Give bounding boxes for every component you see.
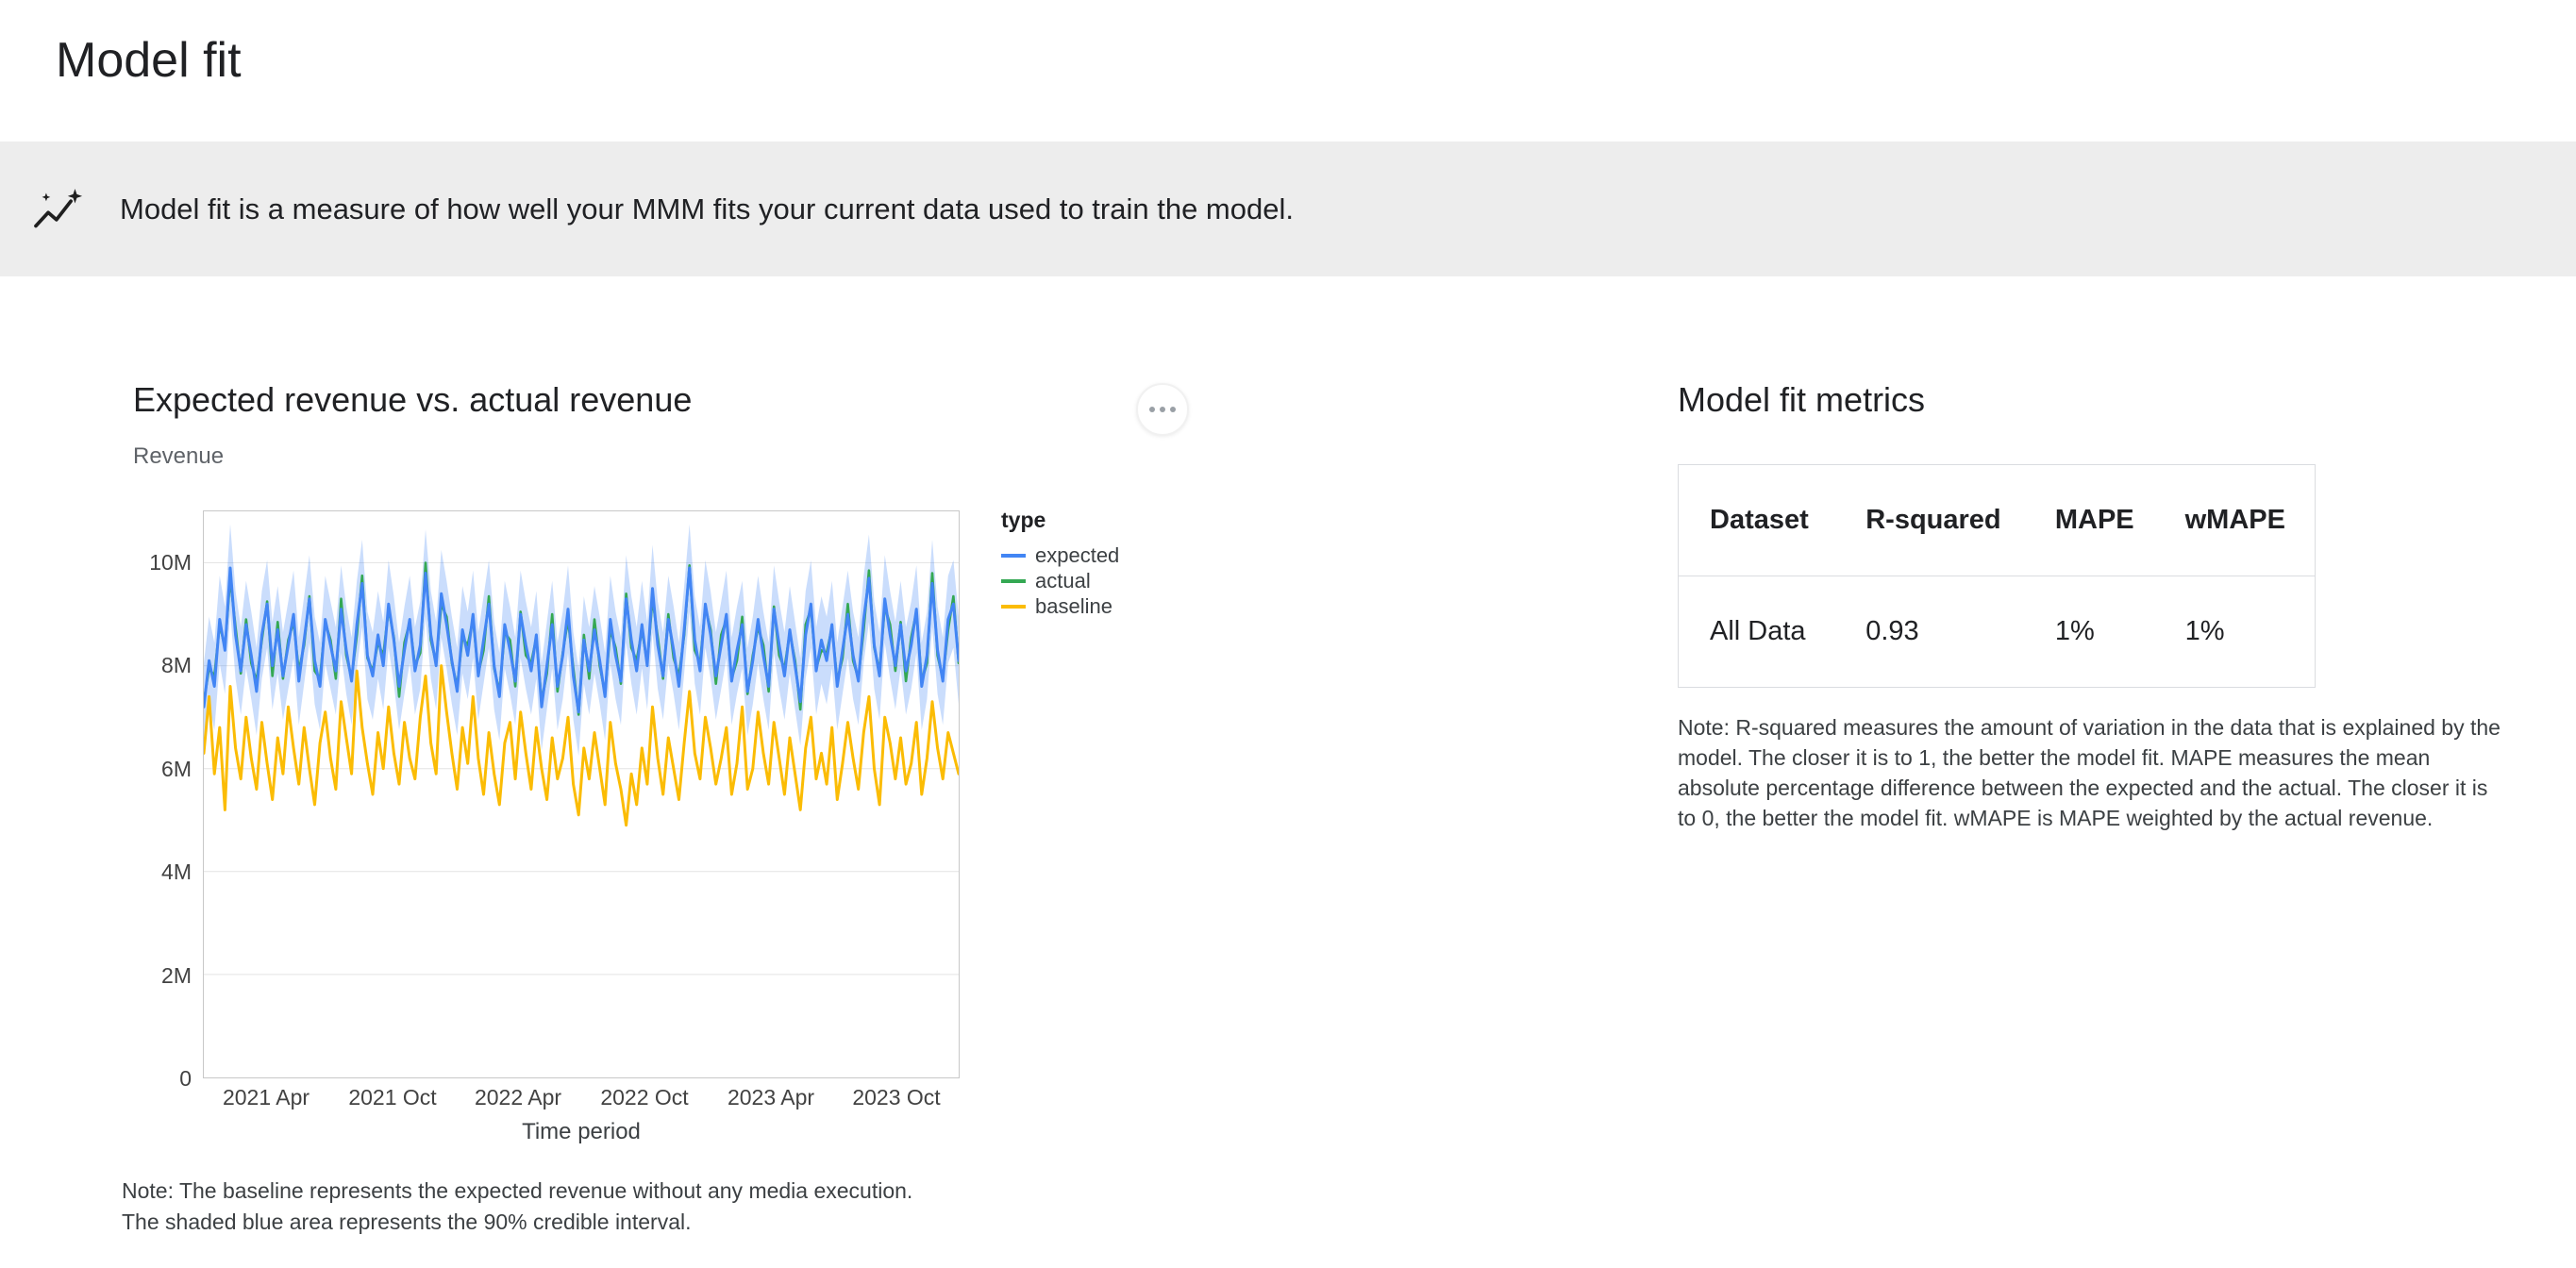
y-axis-labels: 0 2M 4M 6M 8M 10M	[90, 510, 192, 1091]
legend-label: actual	[1035, 568, 1091, 592]
legend-title: type	[1001, 508, 1046, 532]
y-tick-label: 0	[179, 1066, 192, 1091]
cell-r-squared: 0.93	[1865, 616, 1919, 646]
model-fit-metrics-table: Dataset R-squared MAPE wMAPE All Data 0.…	[1678, 464, 2316, 688]
chart-note: Note: The baseline represents the expect…	[122, 1176, 912, 1238]
x-tick-label: 2022 Oct	[600, 1085, 689, 1110]
more-options-dot	[1170, 407, 1176, 412]
cell-dataset: All Data	[1710, 616, 1806, 646]
page-title: Model fit	[56, 33, 242, 88]
legend-swatch	[1001, 553, 1026, 558]
legend-swatch	[1001, 604, 1026, 609]
chart-note-line: Note: The baseline represents the expect…	[122, 1178, 913, 1203]
column-header-mape: MAPE	[2054, 505, 2134, 535]
more-options-button[interactable]	[1136, 383, 1189, 436]
legend-label: expected	[1035, 542, 1120, 567]
cell-wmape: 1%	[2184, 616, 2225, 646]
cell-mape: 1%	[2054, 616, 2095, 646]
y-axis-title: Revenue	[133, 443, 225, 469]
y-tick-label: 8M	[161, 653, 192, 677]
legend-entry-baseline: baseline	[1001, 593, 1119, 619]
expected-line	[204, 566, 959, 714]
y-tick-label: 4M	[161, 859, 192, 884]
column-header-wmape: wMAPE	[2184, 505, 2285, 535]
legend-label: baseline	[1035, 593, 1112, 618]
x-tick-label: 2023 Oct	[852, 1085, 941, 1110]
info-banner: Model fit is a measure of how well your …	[0, 142, 2576, 276]
chart-title: Expected revenue vs. actual revenue	[133, 380, 693, 419]
legend-entry-actual: actual	[1001, 568, 1119, 593]
more-options-dot	[1149, 407, 1155, 412]
x-tick-label: 2023 Apr	[727, 1085, 815, 1110]
column-header-dataset: Dataset	[1710, 505, 1809, 535]
legend-entry-expected: expected	[1001, 542, 1119, 568]
credible-interval-band	[204, 524, 959, 757]
banner-text: Model fit is a measure of how well your …	[120, 192, 1294, 225]
x-axis-labels: 2021 Apr 2021 Oct 2022 Apr 2022 Oct 2023 Apr…	[203, 1085, 960, 1113]
column-header-r-squared: R-squared	[1865, 505, 2001, 535]
y-tick-label: 2M	[161, 963, 192, 988]
more-options-dot	[1160, 407, 1165, 412]
chart-legend-entries: expected actual baseline	[1001, 542, 1119, 619]
revenue-chart-plot	[203, 510, 960, 1078]
insights-icon	[33, 187, 84, 232]
x-tick-label: 2022 Apr	[474, 1085, 562, 1110]
y-tick-label: 10M	[149, 550, 192, 575]
baseline-line	[204, 664, 959, 827]
metrics-title: Model fit metrics	[1678, 380, 1926, 419]
table-header-row: Dataset R-squared MAPE wMAPE	[1678, 465, 2316, 576]
x-tick-label: 2021 Oct	[348, 1085, 437, 1110]
x-tick-label: 2021 Apr	[222, 1085, 310, 1110]
revenue-chart-svg	[204, 524, 959, 976]
chart-legend: type expected actual baseline	[1001, 508, 1119, 619]
x-axis-title: Time period	[522, 1119, 641, 1144]
chart-note-line: The shaded blue area represents the 90% …	[122, 1210, 692, 1234]
page-header: Model fit	[0, 0, 2576, 142]
metrics-note: Note: R-squared measures the amount of v…	[1678, 715, 2501, 830]
y-tick-label: 6M	[161, 757, 192, 781]
table-row: All Data 0.93 1% 1%	[1679, 576, 2316, 688]
legend-swatch	[1001, 578, 1026, 583]
